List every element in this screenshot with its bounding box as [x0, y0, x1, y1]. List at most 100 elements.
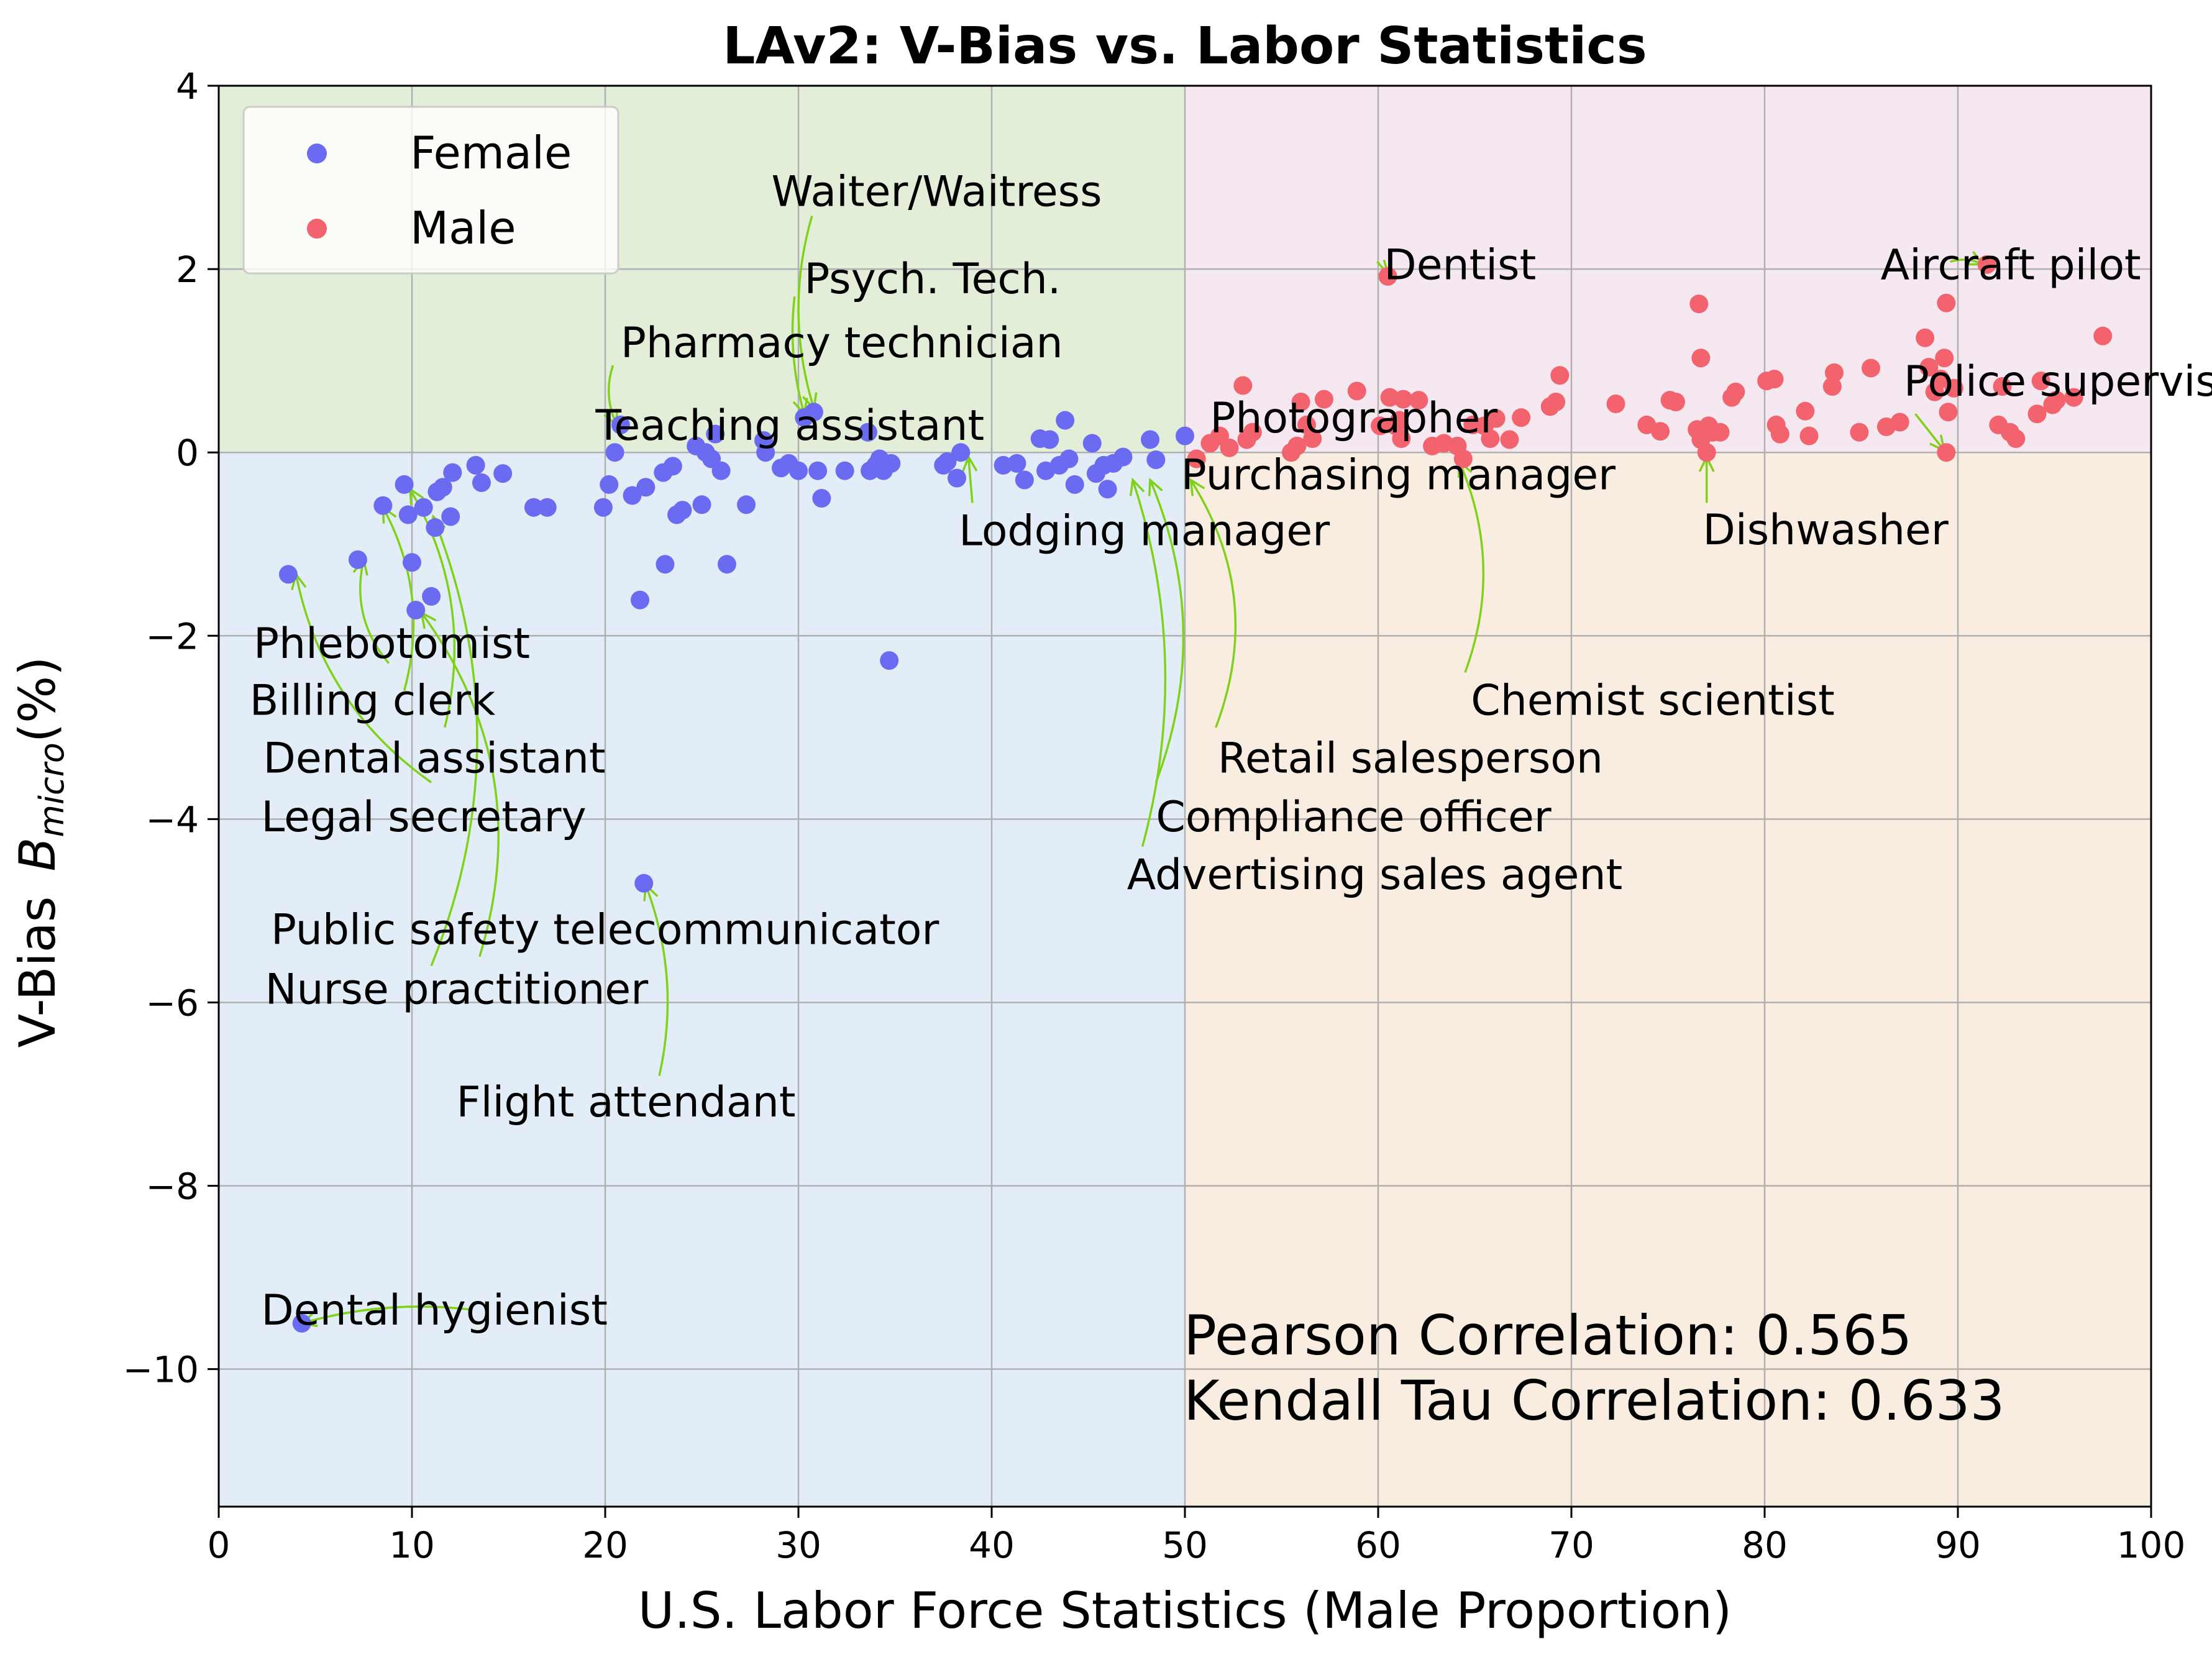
legend-female-marker: [307, 144, 327, 163]
female-data-point: [398, 505, 418, 524]
male-data-point: [1977, 255, 1996, 274]
female-data-point: [426, 518, 445, 537]
female-data-point: [1056, 411, 1075, 430]
male-data-point: [1390, 411, 1409, 430]
female-data-point: [524, 498, 543, 517]
male-data-point: [1409, 391, 1428, 410]
annotation-arrow-line: [382, 506, 415, 692]
male-data-point: [1726, 382, 1745, 401]
male-data-point: [1697, 443, 1716, 462]
female-data-point: [623, 486, 642, 505]
annotation-arrow-head: [1189, 478, 1205, 496]
female-data-point: [414, 498, 433, 517]
annotation-label: Advertising sales agent: [1127, 851, 1623, 900]
female-data-point: [938, 452, 957, 471]
female-data-point: [373, 496, 393, 515]
annotation-label: Legal secretary: [261, 793, 586, 842]
male-data-point: [1770, 424, 1789, 444]
female-data-point: [880, 651, 899, 670]
annotation-labels: Waiter/Waitress Psych. Tech. Pharmacy tech…: [250, 168, 2212, 1335]
male-data-point: [1486, 409, 1506, 428]
annotation-arrow-line: [644, 885, 669, 1076]
female-data-point: [443, 463, 462, 482]
male-data-point: [1287, 436, 1307, 455]
male-data-point: [1931, 370, 1950, 389]
region-bottom-left: [219, 452, 1185, 1507]
female-data-point: [1015, 470, 1034, 490]
male-data-point: [1547, 393, 1566, 412]
annotation-label: Chemist scientist: [1471, 677, 1835, 726]
annotation-label: Purchasing manager: [1181, 451, 1616, 500]
male-data-point: [1862, 358, 1881, 378]
female-data-point: [756, 443, 775, 462]
male-data-point: [1481, 429, 1500, 449]
female-data-point: [395, 475, 414, 494]
annotation-arrow-line: [1458, 461, 1485, 673]
annotation-arrow-line: [967, 457, 974, 503]
annotation-label: Aircraft pilot: [1881, 241, 2141, 290]
annotation-label: Police supervisor: [1904, 357, 2212, 406]
female-data-point: [593, 498, 613, 517]
female-data-point: [692, 495, 711, 514]
male-data-point: [1550, 366, 1570, 385]
male-data-point: [1689, 294, 1709, 314]
male-data-point: [1939, 403, 1958, 422]
annotation-label: Flight attendant: [457, 1078, 796, 1127]
annotation-label: Pharmacy technician: [621, 319, 1063, 368]
x-tick-label: 0: [208, 1524, 231, 1566]
female-data-point: [466, 455, 485, 475]
female-data-point: [634, 874, 654, 893]
annotation-arrow-line: [295, 574, 432, 783]
annotation-label: Waiter/Waitress: [771, 168, 1102, 217]
male-data-point: [1691, 349, 1711, 368]
region-bottom-right: [1185, 452, 2151, 1507]
y-tick-label: −8: [146, 1166, 199, 1208]
y-axis-label-subscript: micro: [32, 742, 71, 838]
chart-title: LAv2: V-Bias vs. Labor Statistics: [723, 17, 1647, 76]
female-data-point: [537, 498, 557, 517]
male-data-point: [2093, 326, 2113, 345]
male-data-point: [2006, 429, 2026, 449]
annotation-label: Billing clerk: [250, 677, 496, 726]
annotation-label: Nurse practitioner: [265, 965, 649, 1014]
legend-male-label: Male: [410, 202, 516, 254]
annotation-label: Dental hygienist: [261, 1286, 607, 1335]
female-data-point: [605, 443, 624, 462]
annotation-arrow-line: [421, 612, 500, 957]
female-data-point: [835, 461, 854, 480]
female-data-point: [1007, 454, 1026, 473]
male-data-point: [1500, 430, 1519, 449]
male-data-point: [1919, 357, 1939, 377]
male-data-point: [1303, 429, 1322, 449]
female-data-point: [403, 553, 421, 572]
x-tick-label: 40: [969, 1524, 1015, 1566]
female-data-point: [1146, 450, 1166, 469]
y-tick-label: −4: [146, 798, 199, 841]
male-data-point: [1916, 328, 1935, 347]
male-data-point: [2031, 372, 2050, 391]
x-tick-label: 100: [2117, 1524, 2186, 1566]
legend: Female Male: [242, 106, 619, 275]
x-tick-label: 90: [1935, 1524, 1981, 1566]
male-data-point: [1937, 443, 1956, 462]
annotation-arrows: [291, 216, 1986, 1328]
female-data-point: [1113, 447, 1133, 467]
annotation-arrow-line: [1149, 479, 1185, 783]
female-data-point: [1040, 430, 1059, 449]
y-axis-label-suffix: (%): [9, 657, 66, 742]
data-points: [278, 255, 2113, 1333]
male-data-point: [1765, 370, 1784, 389]
male-data-point: [1651, 422, 1670, 441]
annotation-arrow-line: [301, 1305, 470, 1325]
legend-female-label: Female: [410, 127, 572, 179]
y-tick-label: −6: [146, 982, 199, 1024]
annotation-label: Photographer: [1210, 394, 1497, 443]
female-data-point: [951, 443, 971, 462]
male-data-point: [2064, 388, 2083, 407]
female-data-point: [812, 488, 831, 508]
female-data-point: [441, 507, 460, 526]
female-data-point: [737, 495, 756, 514]
